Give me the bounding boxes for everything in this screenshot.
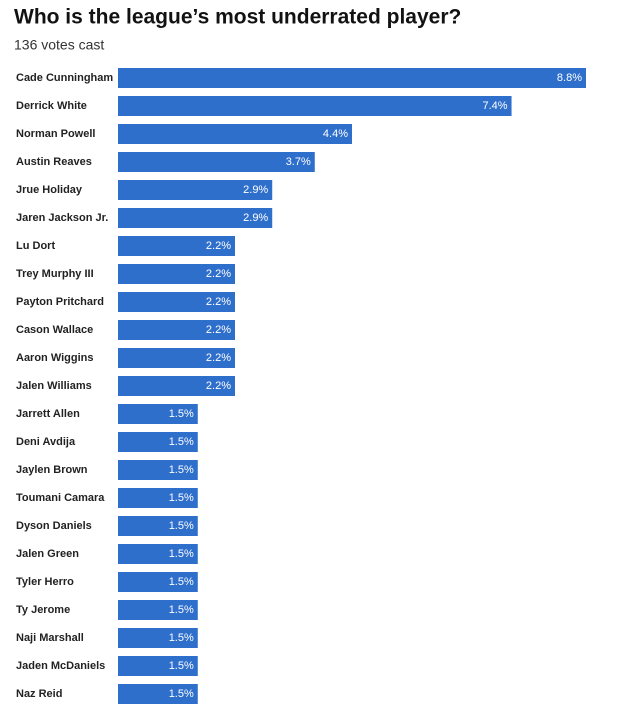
category-label: Cade Cunningham: [16, 72, 113, 84]
value-label: 1.5%: [169, 660, 194, 672]
category-label: Jarrett Allen: [16, 408, 80, 420]
value-label: 1.5%: [169, 576, 194, 588]
category-label: Trey Murphy III: [16, 268, 94, 280]
bar: [118, 376, 235, 396]
bar: [118, 516, 198, 536]
category-label: Jalen Green: [16, 548, 79, 560]
bar: [118, 292, 235, 312]
bar: [118, 460, 198, 480]
value-label: 1.5%: [169, 408, 194, 420]
category-label: Lu Dort: [16, 240, 55, 252]
value-label: 2.9%: [243, 212, 268, 224]
category-label: Derrick White: [16, 100, 87, 112]
bar: [118, 572, 198, 592]
value-label: 2.2%: [206, 268, 231, 280]
category-label: Jrue Holiday: [16, 184, 83, 196]
bar: [118, 320, 235, 340]
value-label: 1.5%: [169, 464, 194, 476]
chart-title: Who is the league’s most underrated play…: [14, 6, 461, 29]
value-label: 3.7%: [286, 156, 311, 168]
chart-subtitle: 136 votes cast: [14, 37, 104, 53]
category-label: Jalen Williams: [16, 380, 92, 392]
value-label: 2.2%: [206, 324, 231, 336]
value-label: 1.5%: [169, 632, 194, 644]
value-label: 7.4%: [482, 100, 507, 112]
category-label: Dyson Daniels: [16, 520, 92, 532]
bar: [118, 264, 235, 284]
value-label: 2.2%: [206, 240, 231, 252]
value-label: 4.4%: [323, 128, 348, 140]
category-label: Cason Wallace: [16, 324, 93, 336]
bar: [118, 124, 352, 144]
category-label: Tyler Herro: [16, 576, 74, 588]
value-label: 1.5%: [169, 492, 194, 504]
category-label: Payton Pritchard: [16, 296, 104, 308]
bar: [118, 404, 198, 424]
value-label: 1.5%: [169, 436, 194, 448]
bar: [118, 348, 235, 368]
bar: [118, 180, 273, 200]
bar: [118, 544, 198, 564]
value-label: 2.2%: [206, 380, 231, 392]
value-label: 2.9%: [243, 184, 268, 196]
bar: [118, 152, 315, 172]
value-label: 1.5%: [169, 520, 194, 532]
category-label: Austin Reaves: [16, 156, 92, 168]
value-label: 1.5%: [169, 604, 194, 616]
bar: [118, 488, 198, 508]
category-label: Ty Jerome: [16, 604, 70, 616]
bar: [118, 684, 198, 704]
value-label: 2.2%: [206, 352, 231, 364]
bar: [118, 656, 198, 676]
category-label: Jaylen Brown: [16, 464, 88, 476]
bar: [118, 600, 198, 620]
category-label: Toumani Camara: [16, 492, 105, 504]
value-label: 1.5%: [169, 548, 194, 560]
category-label: Jaden McDaniels: [16, 660, 105, 672]
bar: [118, 236, 235, 256]
bar: [118, 208, 273, 228]
bar: [118, 432, 198, 452]
category-label: Jaren Jackson Jr.: [16, 212, 108, 224]
value-label: 2.2%: [206, 296, 231, 308]
category-label: Norman Powell: [16, 128, 95, 140]
value-label: 8.8%: [557, 72, 582, 84]
category-label: Naji Marshall: [16, 632, 84, 644]
category-label: Naz Reid: [16, 688, 62, 700]
value-label: 1.5%: [169, 688, 194, 700]
bar: [118, 96, 512, 116]
bar: [118, 68, 586, 88]
category-label: Aaron Wiggins: [16, 352, 94, 364]
bar: [118, 628, 198, 648]
category-label: Deni Avdija: [16, 436, 76, 448]
